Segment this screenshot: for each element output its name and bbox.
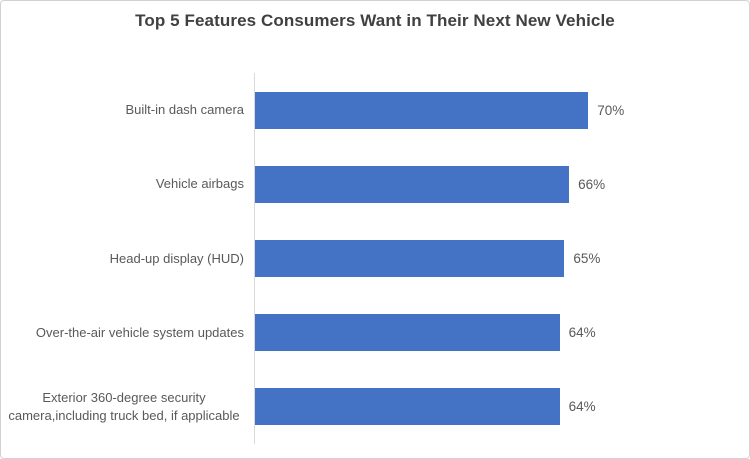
category-label-cell: Vehicle airbags bbox=[1, 175, 244, 193]
bar bbox=[255, 240, 565, 277]
bar-cell: 66% bbox=[244, 165, 749, 203]
bar-cell: 64% bbox=[244, 314, 749, 352]
bar bbox=[255, 388, 560, 426]
chart-row: Exterior 360-degree security camera,incl… bbox=[1, 370, 749, 444]
category-label: Head-up display (HUD) bbox=[109, 250, 244, 266]
category-label-cell: Over-the-air vehicle system updates bbox=[1, 324, 244, 342]
chart-row: Over-the-air vehicle system updates 64% bbox=[1, 296, 749, 370]
category-label: Over-the-air vehicle system updates bbox=[35, 324, 244, 340]
bar bbox=[255, 314, 560, 352]
chart-row: Vehicle airbags 66% bbox=[1, 147, 749, 221]
value-label: 64% bbox=[568, 325, 596, 341]
bar bbox=[255, 91, 589, 129]
chart-row: Head-up display (HUD) 65% bbox=[1, 221, 749, 295]
category-label-cell: Built-in dash camera bbox=[1, 101, 245, 119]
value-label: 65% bbox=[573, 251, 601, 266]
category-label-cell: Exterior 360-degree security camera,incl… bbox=[1, 389, 244, 425]
bar-cell: 65% bbox=[244, 240, 749, 277]
category-label: Vehicle airbags bbox=[155, 176, 244, 192]
bar-cell: 70% bbox=[244, 91, 749, 129]
value-label: 66% bbox=[578, 176, 606, 192]
category-label-cell: Head-up display (HUD) bbox=[1, 250, 244, 268]
chart-row: Built-in dash camera 70% bbox=[1, 73, 749, 147]
bar bbox=[255, 165, 570, 203]
value-label: 70% bbox=[597, 102, 625, 118]
value-label: 64% bbox=[568, 399, 596, 415]
chart-rows: Built-in dash camera 70% Vehicle airbags 66… bbox=[1, 73, 749, 444]
chart-title: Top 5 Features Consumers Want in Their N… bbox=[135, 11, 615, 30]
category-axis-line bbox=[254, 73, 255, 444]
bar-cell: 64% bbox=[244, 388, 749, 426]
category-label: Exterior 360-degree security camera,incl… bbox=[8, 389, 240, 423]
category-label: Built-in dash camera bbox=[125, 102, 245, 118]
